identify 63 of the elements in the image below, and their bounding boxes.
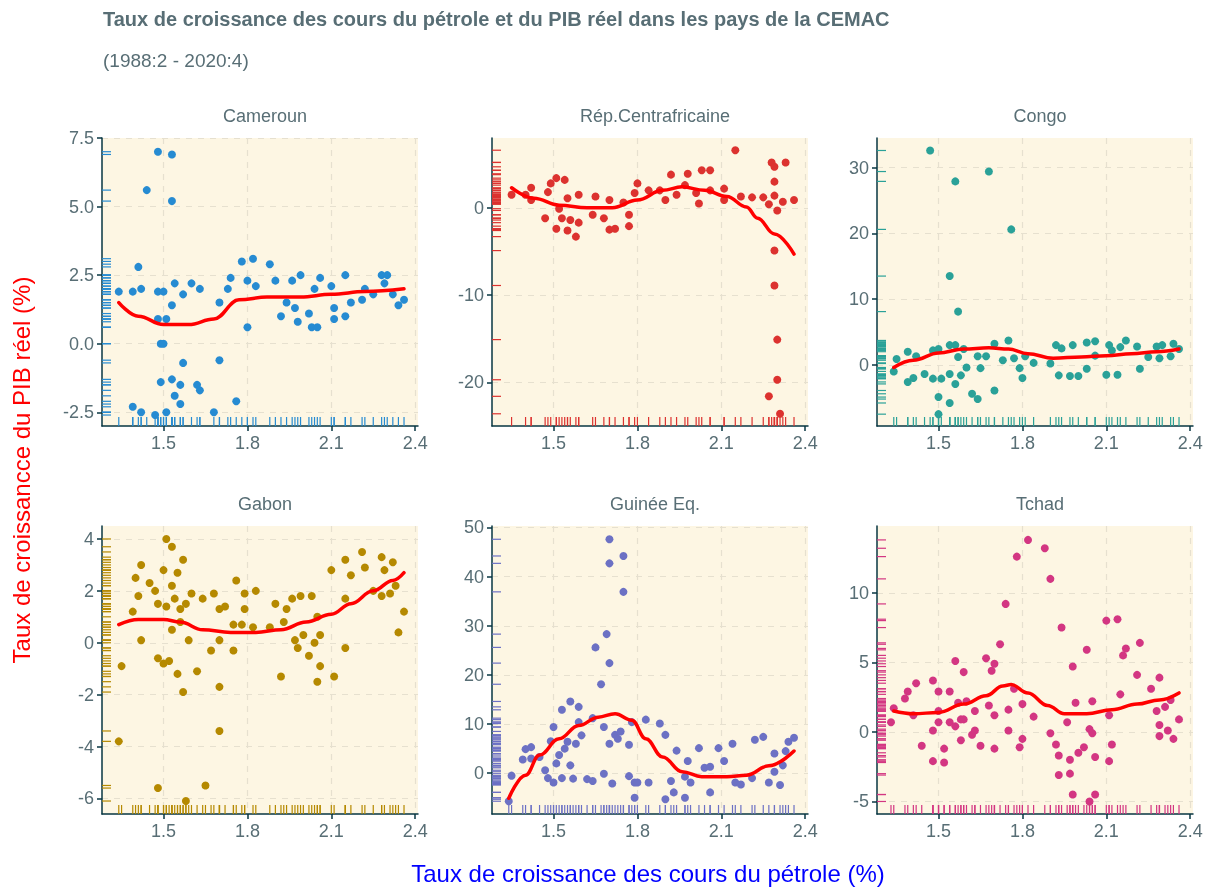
y-tick-label: -2	[77, 684, 94, 705]
y-tick-label: -2.5	[62, 402, 94, 423]
y-tick-label: 10	[848, 289, 869, 310]
y-tick-label: 0	[83, 632, 94, 653]
y-tick-label: 50	[463, 517, 484, 538]
y-tick-label: -5	[852, 791, 869, 812]
y-tick-label: 0	[473, 763, 484, 784]
text: Taux de croissancce du PIB réel (%)	[8, 276, 36, 664]
x-tick-label: 2.4	[792, 433, 818, 453]
y-tick-label: 30	[848, 157, 869, 178]
x-tick-label: 2.4	[1177, 433, 1203, 453]
x-tick-label: 1.5	[541, 433, 567, 453]
text: (1988:2 - 2020:4)	[103, 50, 249, 72]
y-tick-label: -4	[77, 736, 94, 757]
y-tick-label: 5.0	[68, 196, 94, 217]
line-series	[117, 570, 406, 635]
y-tick-label: 30	[463, 615, 484, 636]
chart-title: Guinée Eq.	[609, 494, 701, 514]
chart-title: Congo	[1013, 106, 1067, 126]
y-tick-label: 2.5	[68, 265, 94, 286]
y-tick-label: 4	[83, 528, 94, 549]
text: Taux de croissance des cours du pétrole et du PIB réel dans les pays de la CEMAC	[103, 8, 890, 31]
x-tick-label: 2.4	[402, 433, 428, 453]
y-tick-label: -6	[77, 788, 94, 809]
x-tick-label: 1.8	[234, 821, 260, 841]
y-tick-label: 0.0	[68, 333, 94, 354]
x-tick-label: 1.5	[926, 821, 952, 841]
chart-title: Cameroun	[222, 106, 308, 126]
y-tick-label: -20	[457, 372, 484, 393]
y-tick-label: 2	[83, 580, 94, 601]
x-tick-label: 2.1	[1093, 433, 1119, 453]
x-tick-label: 1.5	[151, 821, 177, 841]
y-tick-label: 40	[463, 566, 484, 587]
chart-title: Tchad	[1015, 494, 1065, 514]
x-tick-label: 2.4	[1177, 821, 1203, 841]
x-tick-label: 1.8	[624, 821, 650, 841]
y-tick-label: -10	[457, 285, 484, 306]
text: Taux de croissance des cours du pétrole (%)	[411, 860, 885, 888]
y-tick-label: 7.5	[68, 128, 94, 148]
y-tick-label: 10	[848, 582, 869, 603]
x-tick-label: 1.5	[926, 433, 952, 453]
x-tick-label: 1.5	[541, 821, 567, 841]
x-tick-label: 1.8	[624, 433, 650, 453]
x-tick-label: 1.5	[151, 433, 177, 453]
x-tick-label: 2.4	[792, 821, 818, 841]
x-tick-label: 1.8	[234, 433, 260, 453]
chart-title: Gabon	[237, 494, 293, 514]
x-tick-label: 1.8	[1009, 821, 1035, 841]
x-tick-label: 1.8	[1009, 433, 1035, 453]
y-tick-label: 0	[473, 197, 484, 218]
y-tick-label: 20	[463, 664, 484, 685]
y-tick-label: 20	[848, 223, 869, 244]
y-tick-label: 0	[858, 721, 869, 742]
y-tick-label: 0	[858, 354, 869, 375]
x-tick-label: 2.4	[402, 821, 428, 841]
y-tick-label: 5	[858, 652, 869, 673]
y-tick-label: 10	[463, 714, 484, 735]
x-tick-label: 2.1	[708, 821, 734, 841]
x-tick-label: 2.1	[1093, 821, 1119, 841]
x-tick-label: 2.1	[318, 821, 344, 841]
x-tick-label: 2.1	[708, 433, 734, 453]
chart-title: Rép.Centrafricaine	[579, 106, 731, 126]
x-tick-label: 2.1	[318, 433, 344, 453]
